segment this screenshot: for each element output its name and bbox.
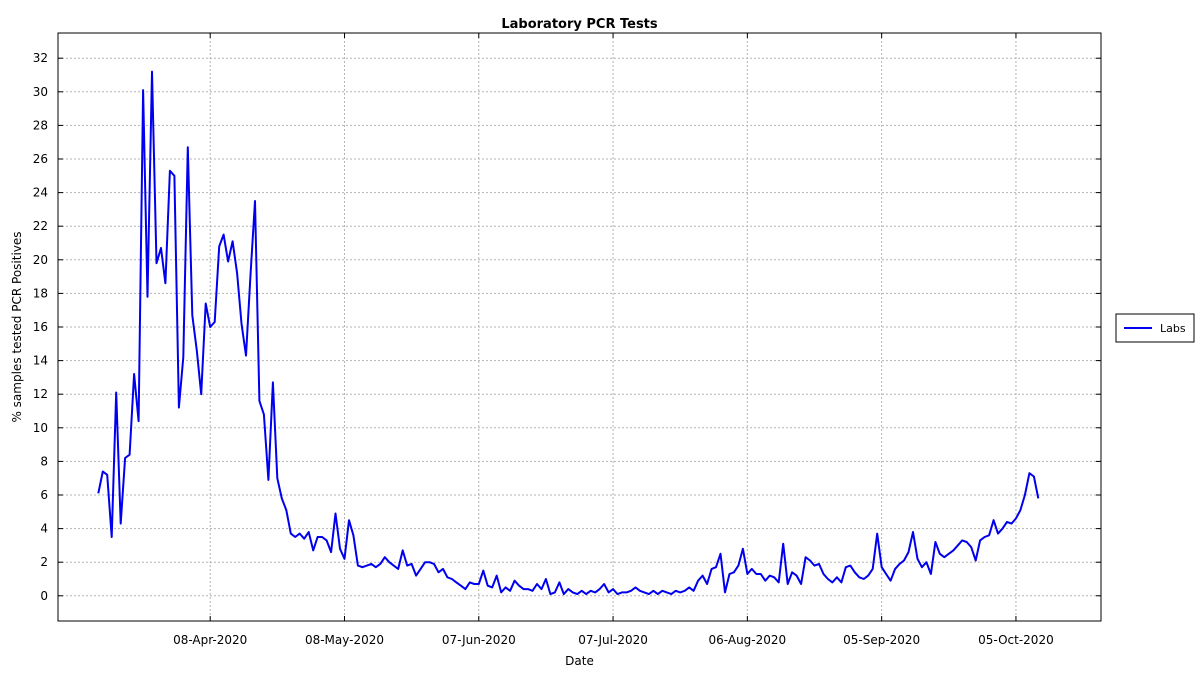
plot-frame — [57, 32, 1102, 622]
y-tick-label: 30 — [33, 85, 48, 99]
y-axis-label: % samples tested PCR Positives — [10, 231, 24, 422]
x-tick-label: 07-Jul-2020 — [578, 633, 648, 647]
x-tick-label: 05-Oct-2020 — [978, 633, 1054, 647]
y-tick-label: 18 — [33, 286, 48, 300]
y-tick-label: 28 — [33, 118, 48, 132]
y-tick-label: 22 — [33, 219, 48, 233]
y-tick-label: 8 — [40, 454, 48, 468]
x-tick-label: 05-Sep-2020 — [843, 633, 920, 647]
y-tick-label: 0 — [40, 589, 48, 603]
series-layer — [97, 70, 1040, 596]
x-axis-ticks: 08-Apr-2020 08-May-2020 07-Jun-2020 07-Jul-… — [173, 33, 1054, 647]
y-tick-label: 10 — [33, 421, 48, 435]
x-axis-label: Date — [565, 654, 594, 668]
series-line-labs — [97, 70, 1040, 596]
y-tick-label: 6 — [40, 488, 48, 502]
y-tick-label: 4 — [40, 522, 48, 536]
x-tick-label: 07-Jun-2020 — [442, 633, 516, 647]
y-tick-label: 32 — [33, 51, 48, 65]
y-tick-label: 16 — [33, 320, 48, 334]
x-tick-label: 08-Apr-2020 — [173, 633, 247, 647]
y-tick-label: 14 — [33, 354, 48, 368]
y-tick-label: 12 — [33, 387, 48, 401]
chart-title: Laboratory PCR Tests — [501, 17, 658, 32]
legend: Labs — [1115, 313, 1195, 343]
y-tick-label: 24 — [33, 186, 48, 200]
x-tick-label: 06-Aug-2020 — [709, 633, 787, 647]
y-tick-label: 20 — [33, 253, 48, 267]
x-tick-label: 08-May-2020 — [305, 633, 384, 647]
y-tick-label: 2 — [40, 555, 48, 569]
legend-label-labs: Labs — [1160, 322, 1186, 335]
grid — [58, 33, 1101, 621]
y-tick-label: 26 — [33, 152, 48, 166]
